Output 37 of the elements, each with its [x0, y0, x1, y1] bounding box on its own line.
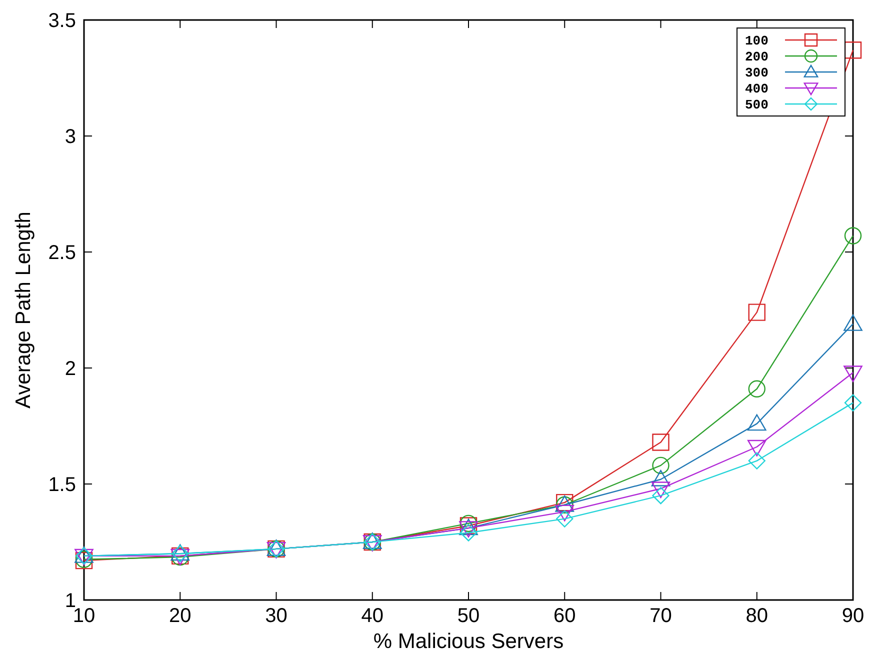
x-tick-label: 80 — [746, 605, 768, 627]
point — [747, 414, 766, 431]
x-axis-title: % Malicious Servers — [373, 630, 564, 653]
point — [460, 524, 478, 542]
legend-label: 100 — [745, 34, 769, 49]
point — [556, 510, 574, 528]
y-tick-label: 3.5 — [48, 10, 76, 32]
y-axis-title: Average Path Length — [12, 212, 35, 408]
y-tick-label: 3 — [64, 126, 76, 148]
point — [652, 434, 670, 451]
point — [555, 504, 574, 522]
x-tick-label: 30 — [265, 605, 288, 627]
x-tick-label: 40 — [361, 605, 384, 627]
x-tick-label: 90 — [842, 605, 864, 627]
legend-label: 200 — [745, 50, 769, 65]
legend-label: 300 — [745, 66, 769, 81]
point — [651, 482, 670, 498]
point — [652, 487, 670, 504]
y-tick-label: 1.5 — [48, 474, 76, 496]
point — [844, 366, 862, 382]
point — [652, 456, 670, 474]
point — [748, 452, 766, 470]
point — [844, 314, 862, 331]
x-tick-label: 50 — [457, 605, 480, 627]
y-tick-label: 2.5 — [48, 242, 76, 264]
point — [651, 470, 670, 486]
point — [844, 394, 862, 412]
legend-label: 500 — [745, 98, 769, 113]
x-tick-label: 60 — [554, 605, 576, 627]
x-tick-label: 20 — [169, 605, 192, 627]
point — [748, 304, 766, 321]
legend-label: 400 — [745, 82, 769, 97]
point — [747, 440, 766, 456]
y-tick-label: 2 — [64, 358, 76, 380]
point — [748, 380, 766, 398]
x-tick-label: 70 — [650, 605, 672, 627]
point — [844, 227, 862, 244]
